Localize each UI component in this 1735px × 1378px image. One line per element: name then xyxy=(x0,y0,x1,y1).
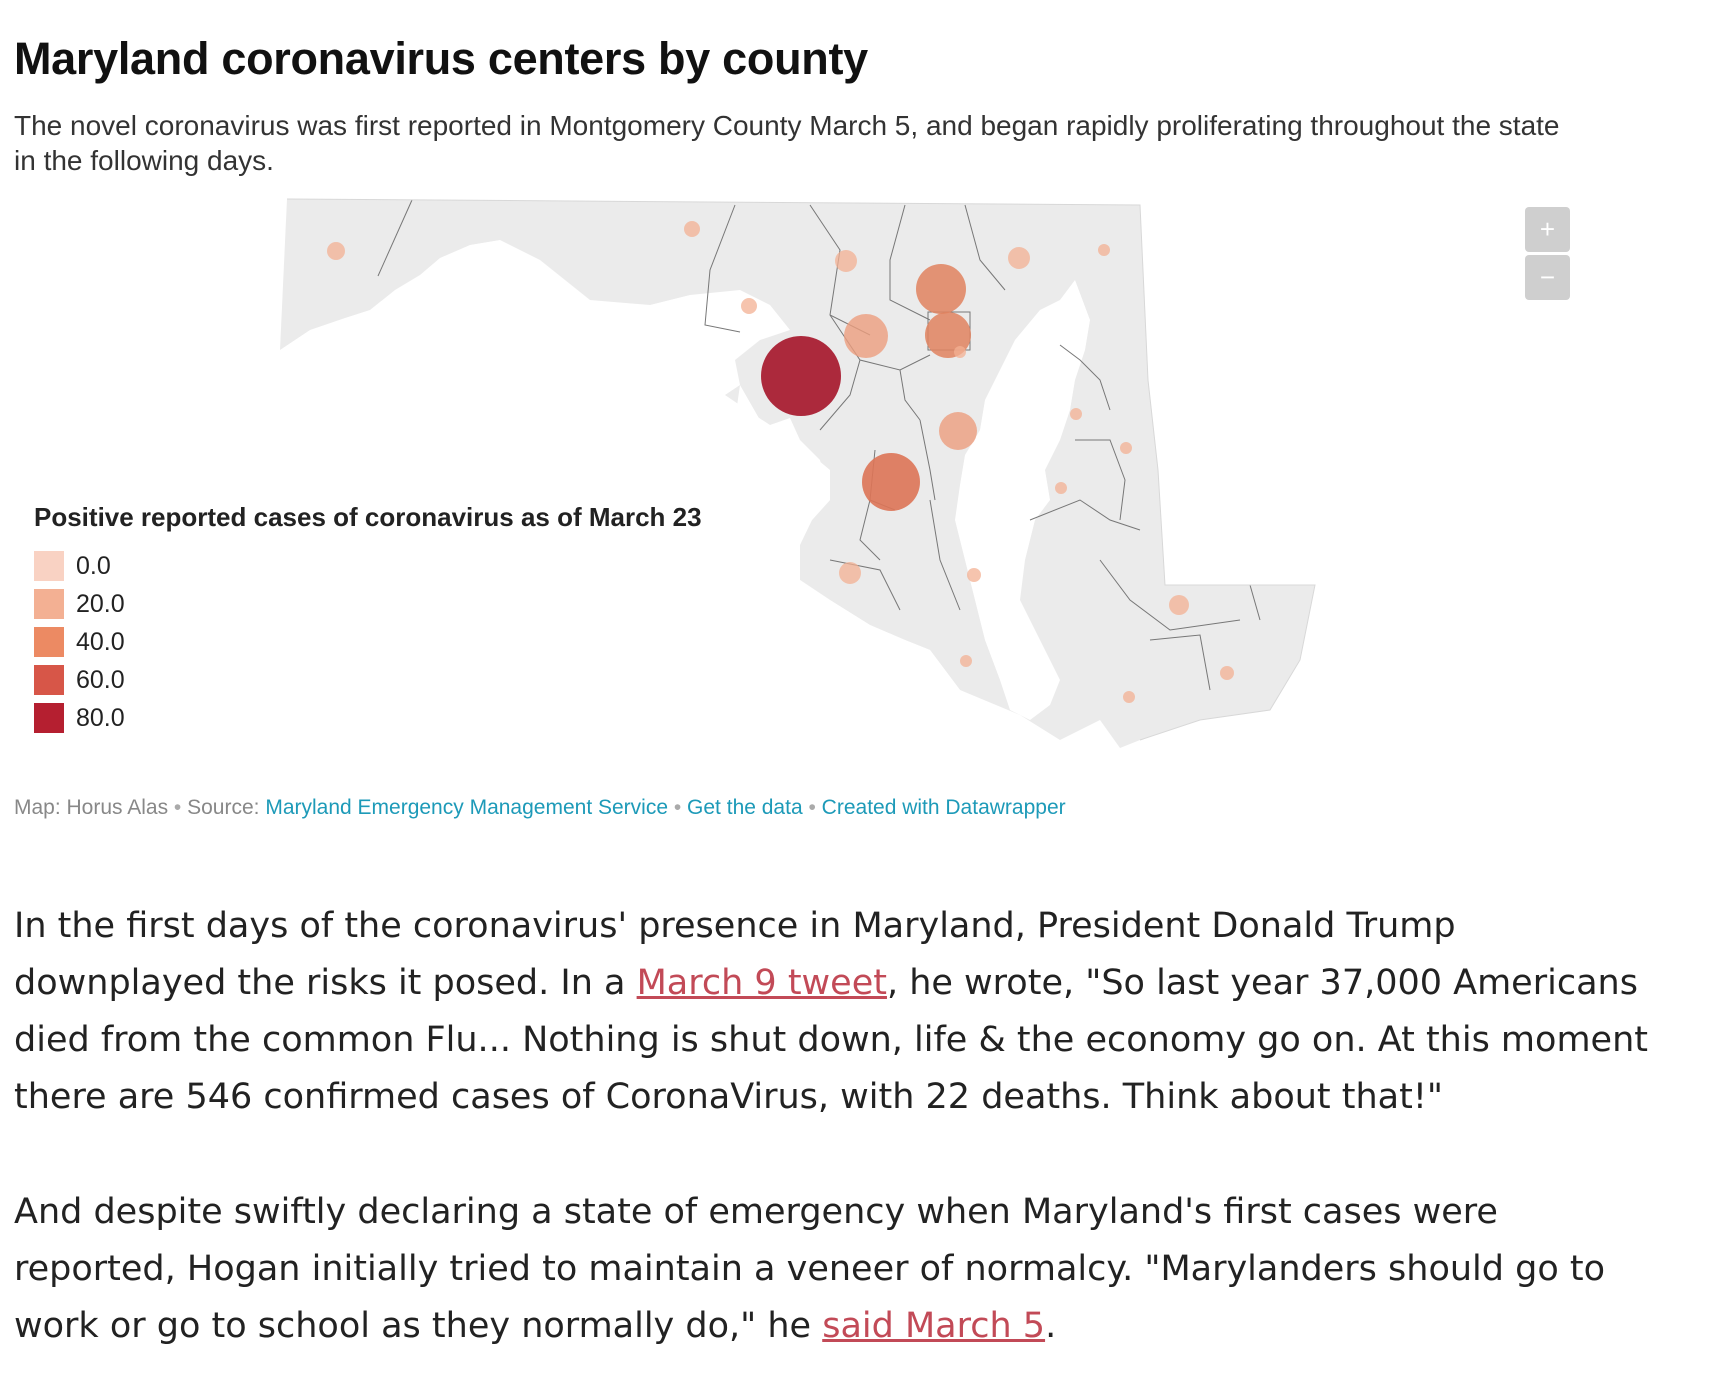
bubble-cecil[interactable] xyxy=(1098,244,1110,256)
p2-text-before: And despite swiftly declaring a state of… xyxy=(14,1192,1606,1346)
chesapeake-bay xyxy=(955,280,1090,720)
p1-text-after: , he wrote, "So last year 37,000 America… xyxy=(14,963,1648,1117)
maryland-map[interactable] xyxy=(0,190,1735,770)
bubble-kent[interactable] xyxy=(1055,482,1067,494)
state-outline xyxy=(286,198,1316,741)
bubble-wicomico[interactable] xyxy=(1169,595,1189,615)
credits-separator: • xyxy=(808,796,822,819)
bubble-calvert[interactable] xyxy=(967,568,981,582)
bubble-harford[interactable] xyxy=(1008,247,1030,269)
datawrapper-link[interactable]: Created with Datawrapper xyxy=(821,796,1066,819)
legend-label: 40.0 xyxy=(76,627,125,656)
legend-swatch xyxy=(34,551,64,581)
legend-label: 20.0 xyxy=(76,589,125,618)
credits-source-label: Source: xyxy=(187,796,260,819)
bubble-charles[interactable] xyxy=(839,562,861,584)
p1-text-before: In the first days of the coronavirus' pr… xyxy=(14,906,1456,1003)
legend-swatch xyxy=(34,665,64,695)
zoom-out-button[interactable]: − xyxy=(1525,255,1570,300)
legend-item: 0.0 xyxy=(34,547,702,585)
bubble-baltimore-county[interactable] xyxy=(916,264,966,314)
bubble-queen-annes[interactable] xyxy=(1070,408,1082,420)
bubble-somerset[interactable] xyxy=(1123,691,1135,703)
said-march-5-link[interactable]: said March 5 xyxy=(822,1306,1046,1346)
bubble-talbot[interactable] xyxy=(1120,442,1132,454)
credits-author: Map: Horus Alas xyxy=(14,796,169,819)
credits-separator: • xyxy=(173,796,188,819)
legend-item: 40.0 xyxy=(34,623,702,661)
bubble-st-marys[interactable] xyxy=(960,655,972,667)
zoom-in-button[interactable]: + xyxy=(1525,207,1570,252)
map-legend: Positive reported cases of coronavirus a… xyxy=(34,502,702,737)
legend-item: 80.0 xyxy=(34,699,702,737)
credits-separator: • xyxy=(673,796,688,819)
legend-label: 80.0 xyxy=(76,703,125,732)
bubble-prince-georges[interactable] xyxy=(862,453,920,511)
march-9-tweet-link[interactable]: March 9 tweet xyxy=(636,963,887,1003)
map-title: Maryland coronavirus centers by county xyxy=(14,33,868,84)
legend-swatch xyxy=(34,589,64,619)
p2-text-after: . xyxy=(1045,1306,1057,1346)
legend-title: Positive reported cases of coronavirus a… xyxy=(34,502,702,532)
legend-label: 0.0 xyxy=(76,551,111,580)
article-paragraph-2: And despite swiftly declaring a state of… xyxy=(14,1184,1654,1355)
case-bubbles xyxy=(327,221,1234,703)
bubble-anne-arundel[interactable] xyxy=(939,412,977,450)
bubble-frederick[interactable] xyxy=(741,298,757,314)
legend-item: 20.0 xyxy=(34,585,702,623)
bubble-worcester[interactable] xyxy=(1220,666,1234,680)
bubble-howard[interactable] xyxy=(844,314,888,358)
bubble-montgomery[interactable] xyxy=(761,336,841,416)
legend-swatch xyxy=(34,703,64,733)
bubble-allegany[interactable] xyxy=(327,242,345,260)
map-subtitle: The novel coronavirus was first reported… xyxy=(14,110,1560,176)
legend-label: 60.0 xyxy=(76,665,125,694)
get-data-link[interactable]: Get the data xyxy=(687,796,803,819)
source-link[interactable]: Maryland Emergency Management Service xyxy=(265,796,669,819)
legend-item: 60.0 xyxy=(34,661,702,699)
legend-swatch xyxy=(34,627,64,657)
article-paragraph-1: In the first days of the coronavirus' pr… xyxy=(14,898,1654,1126)
map-credits: Map: Horus Alas • Source: Maryland Emerg… xyxy=(14,796,1066,820)
bubble-carroll[interactable] xyxy=(835,250,857,272)
potomac-river xyxy=(735,385,1000,740)
bubble-washington[interactable] xyxy=(684,221,700,237)
bubble-anne-arundel-small[interactable] xyxy=(954,346,966,358)
